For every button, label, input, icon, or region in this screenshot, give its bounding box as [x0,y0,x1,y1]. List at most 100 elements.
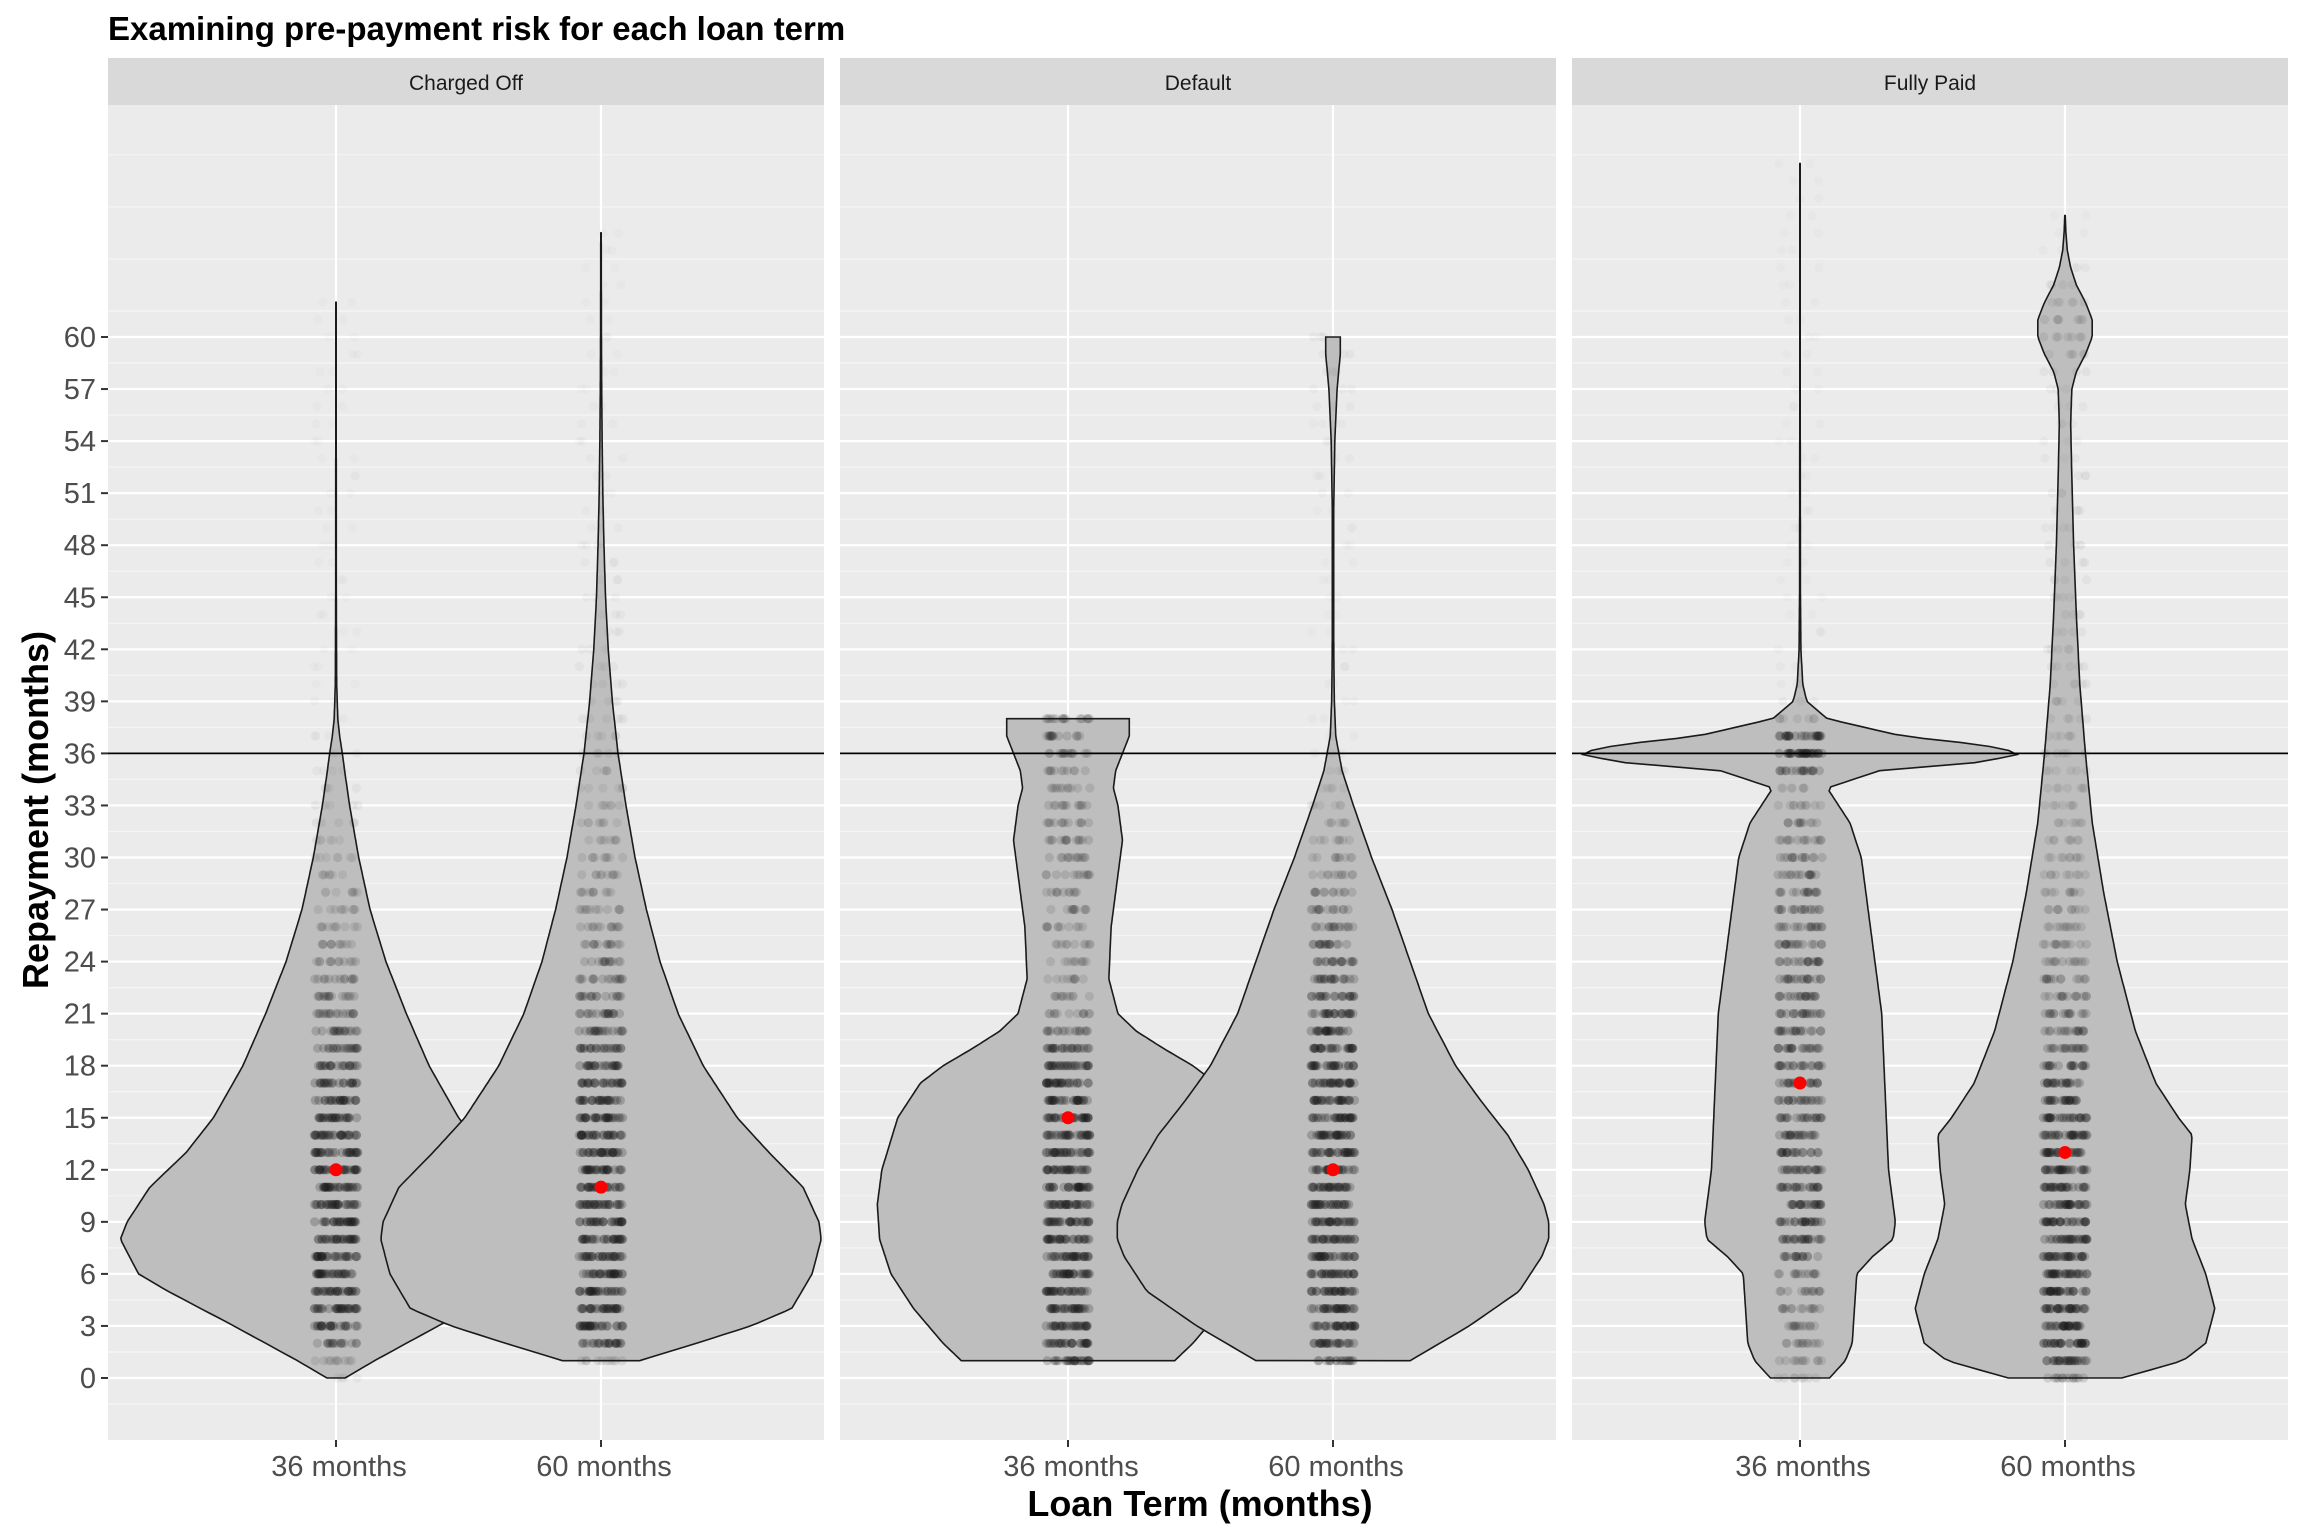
y-tick-label: 39 [64,686,96,718]
jitter-point [597,1147,607,1158]
jitter-point [1334,766,1343,775]
jitter-point [333,1304,343,1314]
jitter-point [2079,1304,2089,1314]
y-tick-label: 33 [64,790,96,822]
jitter-point [604,1199,615,1210]
jitter-point [1070,1304,1080,1314]
y-tick-label: 21 [64,999,96,1031]
jitter-point [1331,1321,1341,1331]
jitter-point [1049,766,1059,776]
jitter-point [318,1182,328,1192]
jitter-point [597,1095,607,1105]
jitter-point [1325,1251,1335,1262]
jitter-point [1052,1165,1062,1175]
jitter-point [1055,1234,1065,1244]
jitter-point [2041,887,2051,897]
jitter-point [574,1286,585,1296]
jitter-point [597,1286,607,1296]
jitter-point [596,1269,606,1279]
jitter-point [574,1026,584,1036]
jitter-point [1309,1182,1319,1192]
jitter-point [2081,939,2092,949]
jitter-point [344,1356,354,1366]
jitter-point [346,1286,356,1296]
jitter-point [1320,1199,1330,1210]
jitter-point [591,766,602,776]
jitter-point [1315,1338,1325,1348]
jitter-point [574,1130,584,1140]
jitter-point [310,1356,320,1366]
jitter-point [2072,1338,2082,1348]
jitter-point [1350,1251,1360,1262]
jitter-point [352,1251,362,1262]
jitter-point [332,1043,342,1053]
jitter-point [1335,1321,1345,1331]
jitter-point [1324,1147,1335,1158]
jitter-point [1308,1113,1318,1123]
jitter-point [1062,1269,1072,1279]
jitter-point [581,1026,591,1036]
jitter-point [1077,1147,1087,1158]
jitter-point [1043,1234,1053,1244]
jitter-point [315,1165,325,1175]
jitter-point [1049,1147,1059,1158]
jitter-point [344,1113,354,1123]
jitter-point [316,1130,326,1140]
jitter-point [1071,1182,1081,1192]
jitter-point [342,1095,352,1105]
jitter-point [1336,1113,1346,1123]
jitter-point [314,1113,324,1123]
jitter-point [1328,1234,1339,1244]
jitter-point [2041,1304,2051,1314]
jitter-point [1332,1304,1342,1314]
jitter-point [1808,211,1817,220]
jitter-point [337,1269,347,1279]
jitter-point [1805,159,1814,168]
jitter-point [585,1304,595,1314]
jitter-point [1326,1304,1336,1314]
jitter-point [1072,1095,1082,1105]
jitter-point [340,1373,349,1382]
jitter-point [1045,731,1055,741]
jitter-point [1333,1147,1343,1158]
jitter-point [1780,939,1790,949]
jitter-point [585,1043,595,1053]
jitter-point [1306,1199,1316,1210]
jitter-point [2062,1113,2072,1123]
jitter-point [1803,1234,1813,1244]
jitter-point [614,1269,624,1279]
jitter-point [1071,1251,1081,1262]
jitter-point [1052,887,1062,897]
jitter-point [1072,852,1082,863]
jitter-point [1084,1304,1094,1314]
jitter-point [1042,1165,1052,1175]
jitter-point [590,1113,600,1123]
jitter-point [351,1078,361,1088]
jitter-point [603,1269,614,1279]
jitter-point [326,1061,336,1071]
jitter-point [601,1113,611,1123]
jitter-point [342,1251,352,1262]
jitter-point [1346,1234,1356,1244]
jitter-point [1073,1356,1083,1366]
jitter-point [1066,783,1076,793]
jitter-point [339,1234,349,1244]
jitter-point [1338,1304,1348,1314]
jitter-point [613,1113,623,1123]
jitter-point [1340,1182,1350,1192]
jitter-point [312,1269,322,1279]
jitter-point [321,852,331,863]
jitter-point [346,1356,356,1366]
jitter-point [1079,939,1089,949]
jitter-point [332,1304,342,1314]
jitter-point [1341,1061,1351,1071]
jitter-point [1068,1165,1078,1175]
jitter-point [1051,1095,1061,1105]
jitter-point [582,1199,592,1210]
jitter-point [345,1061,355,1071]
jitter-point [617,1199,627,1210]
jitter-point [578,1130,588,1140]
jitter-point [1325,627,1334,636]
jitter-point [1079,1338,1089,1348]
jitter-point [350,1217,360,1227]
